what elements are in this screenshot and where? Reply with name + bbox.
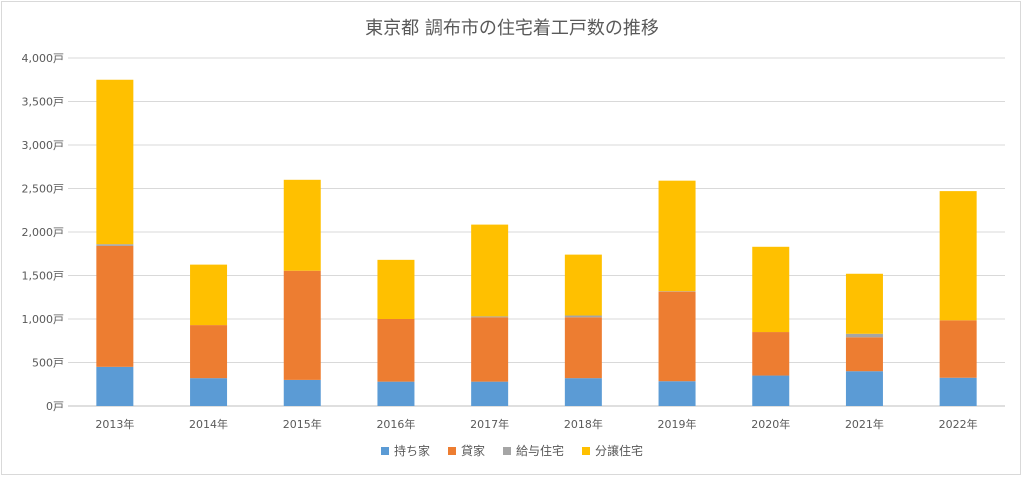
- bar-segment-2-2: [190, 325, 228, 379]
- bar-segment-1-8: [752, 375, 790, 406]
- bar-segment-4-5: [471, 224, 509, 317]
- bar-segment-1-9: [845, 371, 883, 406]
- y-tick-label: 1,000戸: [22, 313, 65, 326]
- x-tick-label: 2019年: [658, 417, 697, 431]
- legend-label: 分譲住宅: [595, 443, 643, 458]
- bar-segment-2-7: [658, 291, 696, 382]
- bar-segment-1-5: [471, 381, 509, 406]
- bar-segment-1-6: [564, 378, 602, 406]
- y-tick-label: 1,500戸: [22, 270, 65, 283]
- bar-segment-3-1: [96, 244, 134, 246]
- x-tick-label: 2014年: [189, 417, 228, 431]
- bar-segment-4-1: [96, 79, 134, 245]
- bars: [96, 79, 977, 406]
- bar-segment-1-7: [658, 381, 696, 406]
- bar-segment-2-8: [752, 332, 790, 376]
- bar-segment-1-4: [377, 381, 415, 406]
- x-tick-label: 2013年: [95, 417, 134, 431]
- x-axis-ticks: 2013年 2014年 2015年 2016年 2017年 2018年 2019年 2020年…: [95, 417, 977, 431]
- legend-item: 分譲住宅: [582, 443, 643, 458]
- x-tick-label: 2022年: [939, 417, 978, 431]
- bar-segment-3-6: [564, 315, 602, 318]
- legend-item: 持ち家: [381, 443, 430, 458]
- bar-segment-2-9: [845, 337, 883, 372]
- legend-swatch: [582, 447, 590, 455]
- x-tick-label: 2016年: [376, 417, 415, 431]
- x-tick-label: 2015年: [283, 417, 322, 431]
- x-tick-label: 2021年: [845, 417, 884, 431]
- bar-segment-4-6: [564, 254, 602, 316]
- y-tick-label: 2,500戸: [22, 183, 65, 196]
- legend-swatch: [503, 447, 511, 455]
- legend-item: 貸家: [448, 443, 485, 458]
- bar-segment-1-3: [283, 379, 321, 406]
- legend-label: 貸家: [461, 443, 485, 458]
- bar-segment-2-5: [471, 317, 509, 382]
- y-tick-label: 500戸: [32, 357, 64, 370]
- bar-segment-4-3: [283, 179, 321, 271]
- legend-item: 給与住宅: [503, 443, 564, 458]
- bar-segment-4-10: [939, 191, 977, 321]
- bar-segment-4-8: [752, 246, 790, 333]
- bar-segment-2-10: [939, 320, 977, 378]
- bar-segment-4-2: [190, 264, 228, 326]
- bar-segment-2-1: [96, 245, 134, 367]
- bar-segment-1-1: [96, 366, 134, 406]
- bar-segment-1-2: [190, 378, 228, 406]
- y-axis-ticks: 0戸 500戸 1,000戸 1,500戸 2,000戸 2,500戸 3,000戸 3,50…: [22, 52, 65, 413]
- legend-swatch: [381, 447, 389, 455]
- bar-segment-2-3: [283, 270, 321, 380]
- y-tick-label: 0戸: [46, 400, 64, 413]
- bar-segment-4-7: [658, 180, 696, 292]
- legend-label: 持ち家: [394, 443, 430, 458]
- legend-swatch: [448, 447, 456, 455]
- bar-segment-4-4: [377, 259, 415, 319]
- legend-label: 給与住宅: [516, 443, 564, 458]
- x-tick-label: 2020年: [751, 417, 790, 431]
- bar-segment-2-4: [377, 319, 415, 382]
- bar-segment-3-5: [471, 316, 509, 318]
- y-tick-label: 2,000戸: [22, 226, 65, 239]
- bar-segment-3-9: [845, 333, 883, 338]
- y-tick-label: 4,000戸: [22, 52, 65, 65]
- y-tick-label: 3,000戸: [22, 139, 65, 152]
- x-tick-label: 2018年: [564, 417, 603, 431]
- bar-segment-2-6: [564, 317, 602, 379]
- chart-title: 東京都 調布市の住宅着工戸数の推移: [365, 18, 659, 39]
- bar-segment-4-9: [845, 273, 883, 334]
- y-tick-label: 3,500戸: [22, 96, 65, 109]
- bar-segment-1-10: [939, 377, 977, 406]
- x-tick-label: 2017年: [470, 417, 509, 431]
- legend: 持ち家 貸家 給与住宅 分譲住宅: [381, 443, 643, 458]
